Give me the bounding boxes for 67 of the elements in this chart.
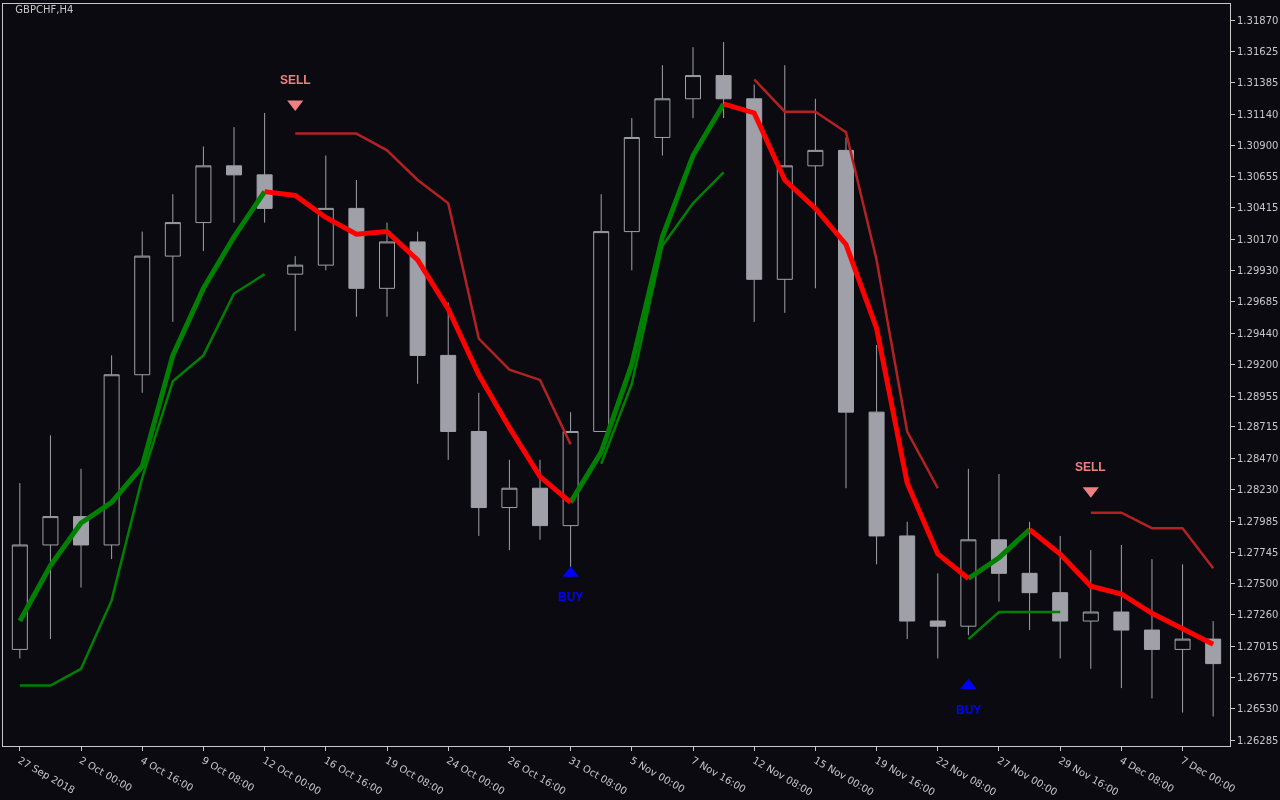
candlestick — [226, 126, 243, 224]
candlestick — [440, 302, 457, 461]
candlestick — [868, 344, 885, 565]
candlestick — [929, 572, 946, 659]
candlestick — [1205, 620, 1222, 717]
y-tick-label: 1.30415 — [1237, 202, 1279, 214]
candlestick — [1082, 549, 1099, 670]
candlestick — [42, 434, 59, 640]
candlestick — [134, 231, 151, 394]
candlestick — [470, 392, 487, 537]
candlestick — [103, 354, 120, 560]
y-tick-label: 1.31625 — [1237, 46, 1279, 58]
y-tick-label: 1.29685 — [1237, 296, 1279, 308]
candlestick — [1021, 521, 1038, 631]
candlestick — [776, 64, 793, 314]
candlestick — [501, 459, 518, 551]
candlestick — [837, 136, 854, 489]
point — [960, 678, 977, 690]
text: SELL — [280, 73, 311, 87]
y-tick-label: 1.26530 — [1237, 703, 1279, 715]
y-tick-label: 1.31140 — [1237, 108, 1279, 120]
y-tick-label: 1.29440 — [1237, 327, 1279, 339]
candlestick — [164, 193, 181, 323]
y-tick-label: 1.27745 — [1237, 546, 1279, 558]
chart-title: GBPCHF,H4 — [15, 4, 74, 16]
candlestick — [685, 46, 701, 119]
candlestick — [960, 468, 977, 636]
y-tick-label: 1.30900 — [1237, 139, 1279, 151]
y-tick-label: 1.31870 — [1237, 14, 1279, 26]
y-tick-label: 1.28230 — [1237, 484, 1279, 496]
series-label: SELL — [1075, 460, 1106, 474]
y-tick-label: 1.30170 — [1237, 233, 1279, 245]
y-tick-label: 1.28715 — [1237, 421, 1279, 433]
y-tick-label: 1.29200 — [1237, 358, 1279, 370]
candlestick — [348, 179, 365, 318]
candlestick — [195, 145, 212, 252]
y-tick-label: 1.27015 — [1237, 640, 1279, 652]
candlestick — [11, 482, 28, 659]
candlestick — [623, 117, 640, 271]
text: BUY — [956, 703, 982, 717]
x-tick-label: 27 Sep 2018 — [16, 754, 77, 796]
candlestick — [1052, 535, 1069, 659]
y-tick-label: 1.30655 — [1237, 171, 1279, 183]
candlestick — [379, 222, 396, 318]
candlestick — [899, 521, 916, 640]
y-tick-label: 1.28470 — [1237, 453, 1279, 465]
candlestick — [1143, 558, 1160, 699]
candlestick — [317, 155, 334, 271]
y-tick-label: 1.26285 — [1237, 734, 1279, 746]
candlestick — [593, 193, 610, 432]
y-tick-label: 1.27260 — [1237, 609, 1279, 621]
y-tick-label: 1.31385 — [1237, 77, 1279, 89]
y-tick-label: 1.27985 — [1237, 515, 1279, 527]
y-tick-label: 1.26775 — [1237, 671, 1279, 683]
candlestick — [409, 231, 426, 385]
series-label: BUY — [558, 590, 584, 604]
y-tick-label: 1.27500 — [1237, 578, 1279, 590]
y-tick-label: 1.28955 — [1237, 390, 1279, 402]
candlestick — [532, 459, 548, 541]
candlestick — [287, 255, 304, 332]
candlestick — [746, 84, 763, 323]
candlestick — [1174, 563, 1191, 714]
y-tick-label: 1.29930 — [1237, 264, 1279, 276]
candlestick — [807, 98, 824, 289]
candlestick — [1113, 544, 1130, 689]
candlestick — [715, 41, 732, 119]
candlestick — [654, 64, 671, 157]
